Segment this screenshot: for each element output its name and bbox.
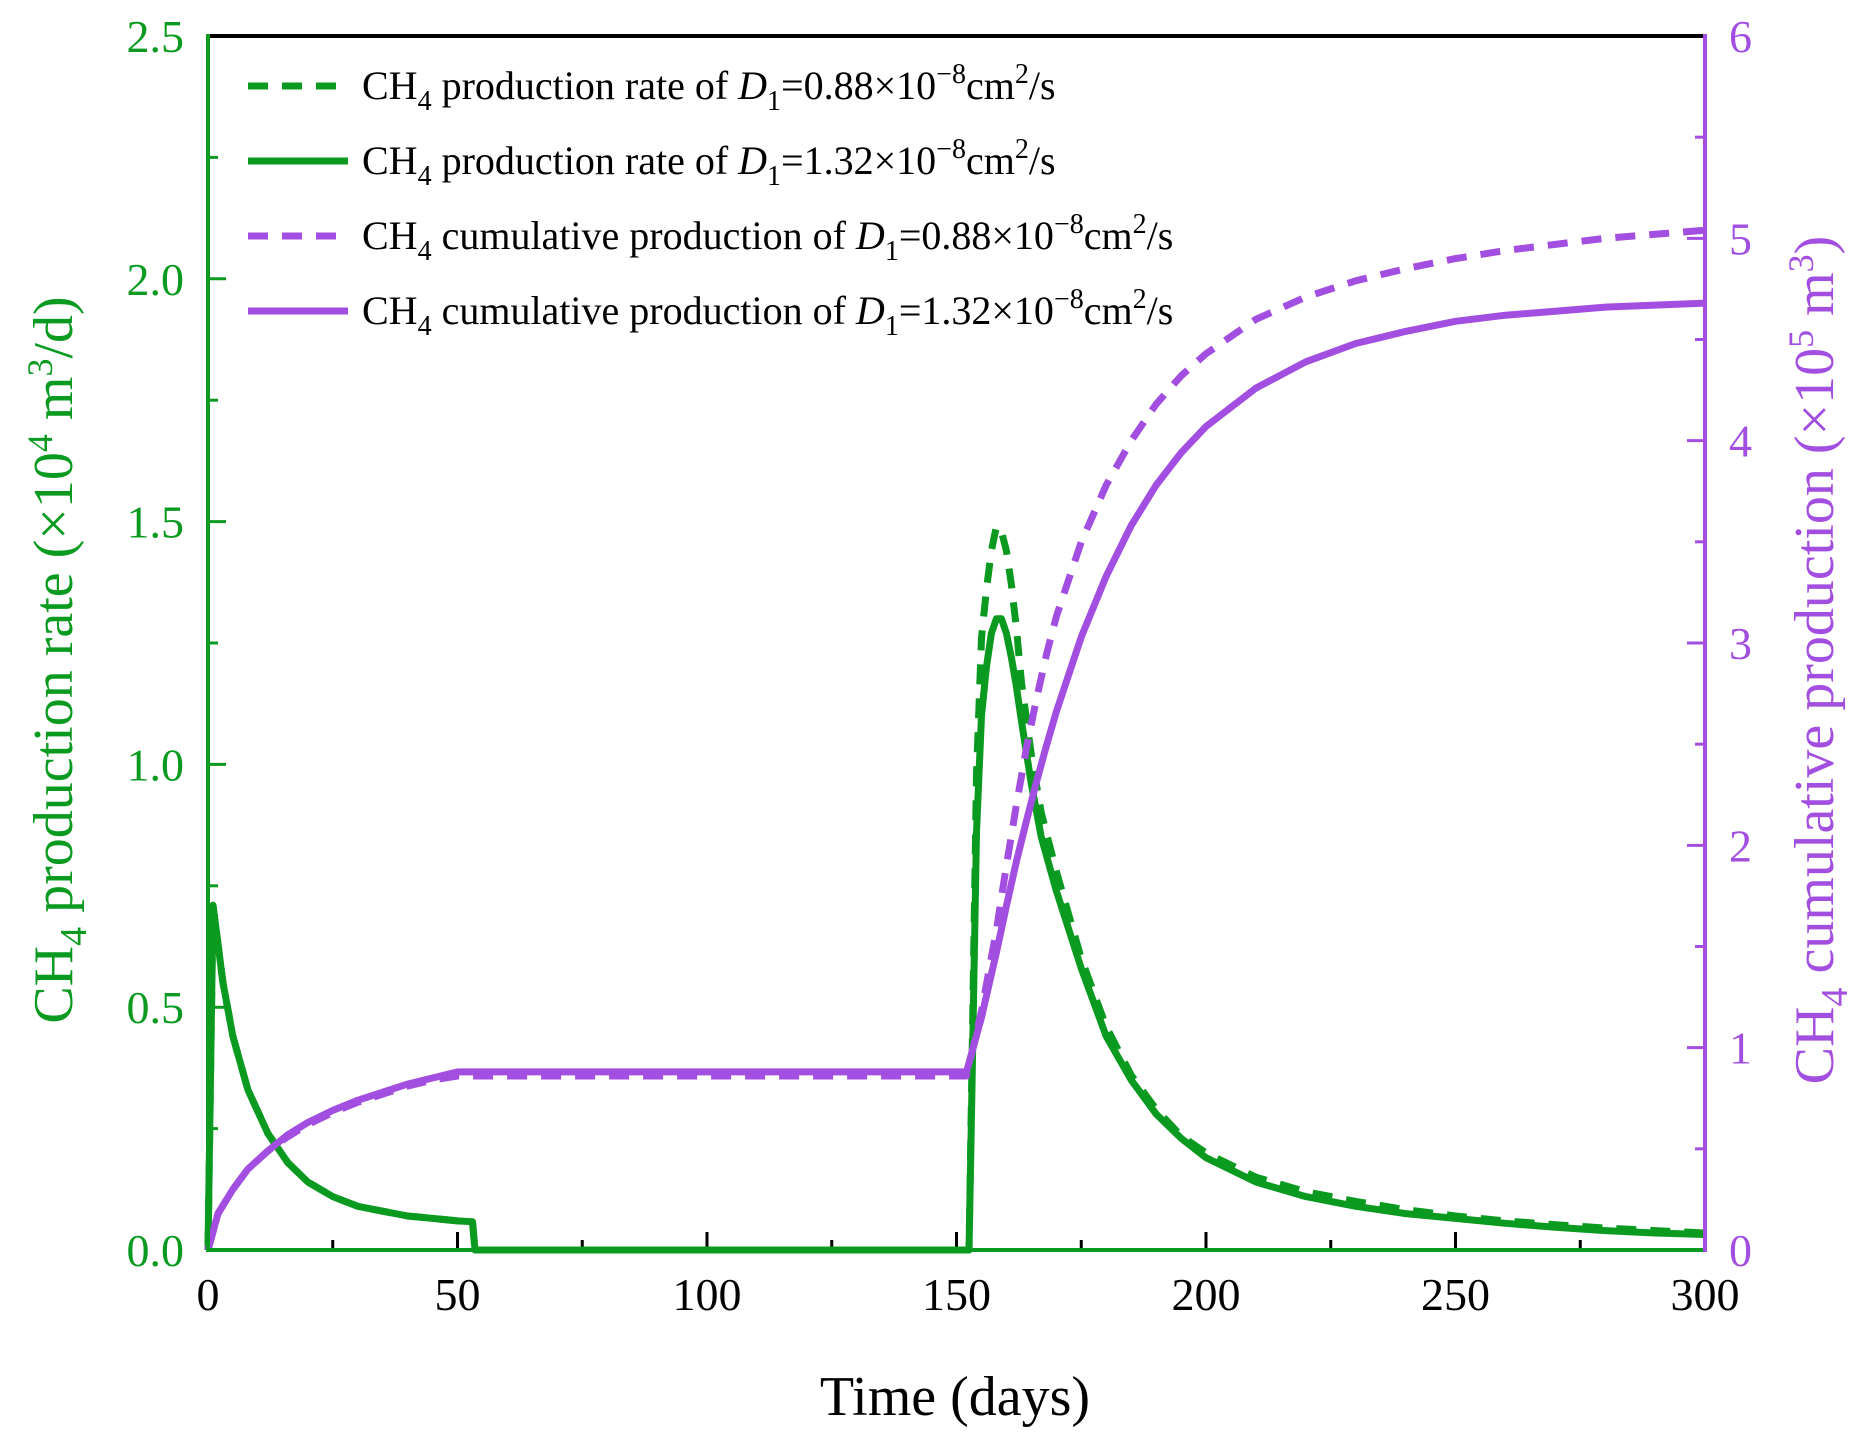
y-right-tick-label: 1: [1729, 1023, 1752, 1074]
legend-label-rate_d088: CH4 production rate of D1=0.88×10−8cm2/s: [362, 59, 1056, 117]
x-axis-title: Time (days): [820, 1366, 1090, 1428]
series-line-cum_d088: [204, 226, 1706, 1251]
y-right-tick-label: 5: [1729, 213, 1752, 264]
y-left-tick-label: 2.5: [127, 11, 185, 62]
y-left-tick-label: 0.5: [127, 982, 185, 1033]
y-right-tick-label: 3: [1729, 618, 1752, 669]
y-right-tick-label: 0: [1729, 1225, 1752, 1276]
plot-frame: [206, 34, 1707, 1252]
y-right-tick-label: 2: [1729, 820, 1752, 871]
y-right-tick-label: 4: [1729, 416, 1752, 467]
x-tick-label: 300: [1671, 1269, 1740, 1320]
y-left-tick-label: 1.5: [127, 497, 185, 548]
series-line-rate_d132: [204, 615, 1706, 1254]
y-right-tick-label: 6: [1729, 11, 1752, 62]
y-left-tick-label: 2.0: [127, 254, 185, 305]
series-line-rate_d088: [204, 523, 1706, 1254]
y-axis-left-title: CH4 production rate (×104 m3/d): [20, 296, 95, 1023]
x-tick-label: 150: [922, 1269, 991, 1320]
x-tick-label: 50: [435, 1269, 481, 1320]
x-tick-label: 100: [673, 1269, 742, 1320]
x-tick-label: 250: [1421, 1269, 1490, 1320]
y-axis-right-title: CH4 cumulative production (×105 m3): [1781, 236, 1856, 1085]
legend-label-cum_d088: CH4 cumulative production of D1=0.88×10−…: [362, 209, 1173, 267]
legend: CH4 production rate of D1=0.88×10−8cm2/s…: [248, 59, 1173, 342]
series-line-cum_d132: [204, 299, 1706, 1251]
legend-label-rate_d132: CH4 production rate of D1=1.32×10−8cm2/s: [362, 134, 1056, 192]
x-tick-label: 200: [1172, 1269, 1241, 1320]
x-tick-label: 0: [197, 1269, 220, 1320]
y-left-tick-label: 0.0: [127, 1225, 185, 1276]
legend-label-cum_d132: CH4 cumulative production of D1=1.32×10−…: [362, 284, 1173, 342]
tick-labels: 0 50 100 150 200 250 300 0.0 0.5 1.0 1.5 2.0 2.5 0 1 2 3…: [127, 11, 1753, 1320]
y-left-tick-label: 1.0: [127, 739, 185, 790]
series-layer: [204, 226, 1706, 1254]
